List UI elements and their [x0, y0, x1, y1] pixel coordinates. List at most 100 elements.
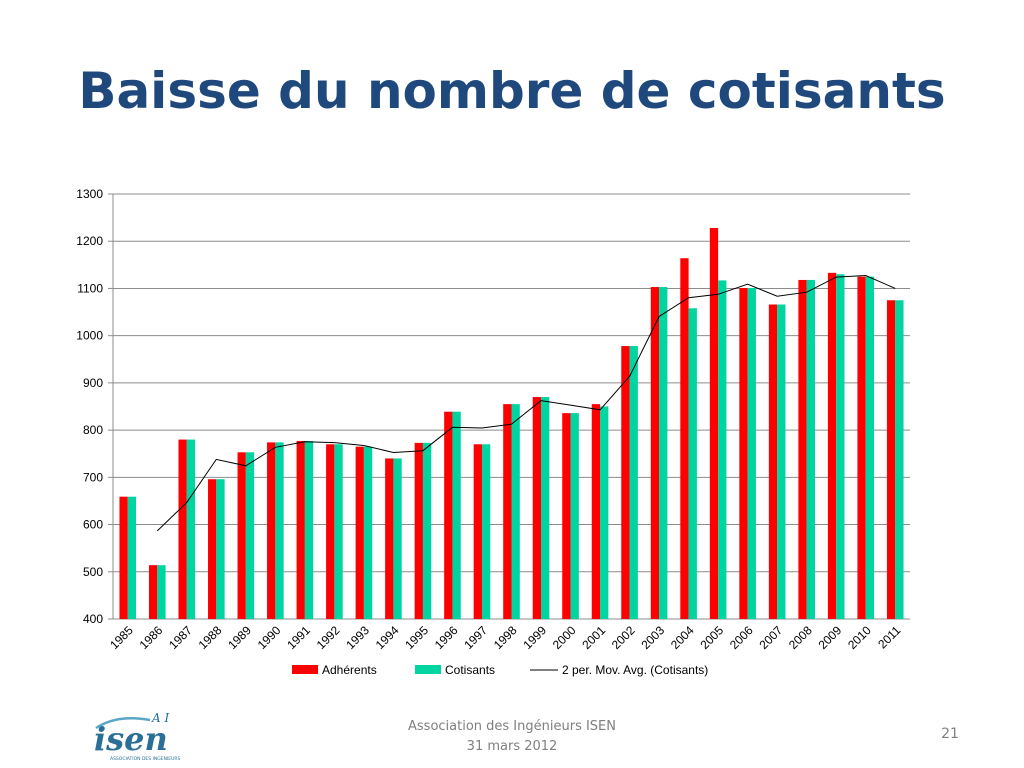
bar-adherents [709, 228, 719, 619]
x-tick-label: 2005 [697, 623, 726, 652]
bar-cotisants [127, 496, 137, 619]
legend: Adhérents Cotisants 2 per. Mov. Avg. (Coti… [292, 663, 708, 677]
bar-adherents [532, 397, 542, 619]
bar-adherents [768, 304, 778, 619]
bar-adherents [326, 444, 335, 619]
footer-date: 31 mars 2012 [466, 739, 558, 754]
bar-adherents [591, 404, 601, 619]
bar-cotisants [393, 458, 402, 619]
bar-adherents [178, 439, 187, 619]
bar-cotisants [659, 287, 668, 619]
logo-swoosh [95, 717, 151, 730]
bars [119, 228, 904, 619]
x-tick-label: 2011 [875, 623, 903, 651]
x-tick-label: 1992 [314, 623, 343, 652]
y-tick-label: 700 [83, 470, 103, 484]
x-tick-label: 2007 [757, 623, 786, 652]
bar-adherents [739, 287, 748, 619]
bar-adherents [827, 272, 837, 619]
slide-number: 21 [941, 726, 959, 742]
bar-adherents [296, 440, 305, 619]
bar-cotisants [688, 308, 697, 619]
bar-cotisants [718, 280, 727, 619]
logo-name: isen [94, 720, 168, 758]
x-tick-label: 1993 [343, 623, 372, 652]
y-tick-label: 800 [83, 423, 103, 437]
y-tick-label: 1100 [77, 281, 103, 295]
x-tick-label: 2004 [668, 623, 697, 652]
bar-cotisants [363, 446, 373, 619]
logo-tag: A I [151, 711, 169, 725]
bar-adherents [208, 479, 217, 619]
bar-cotisants [186, 439, 196, 619]
bar-cotisants [777, 304, 786, 619]
x-tick-label: 1996 [432, 623, 461, 652]
bar-adherents [237, 452, 246, 619]
y-axis-ticks: 400 500 600 700 800 900 1000 1100 1200 1300 [76, 187, 103, 626]
trendline-layer [156, 274, 896, 532]
bar-cotisants [304, 440, 314, 619]
bar-cotisants [481, 444, 491, 619]
bar-adherents [444, 411, 453, 619]
bar-cotisants [629, 346, 638, 619]
legend-label-cotisants: Cotisants [445, 663, 495, 677]
x-tick-label: 1987 [166, 623, 195, 652]
bar-adherents [621, 346, 630, 619]
bar-adherents [886, 300, 896, 619]
x-tick-label: 2002 [609, 623, 638, 652]
bar-cotisants [747, 287, 756, 619]
x-tick-label: 2010 [845, 623, 874, 652]
y-tick-label: 1300 [76, 187, 103, 201]
x-axis-ticks: 1985 1986 1987 1988 1989 1990 1991 1992 1993 1994… [107, 623, 903, 652]
legend-label-trendline: 2 per. Mov. Avg. (Cotisants) [562, 663, 708, 677]
bar-adherents [503, 404, 512, 619]
x-tick-label: 2000 [550, 623, 579, 652]
bar-adherents [650, 287, 660, 619]
bar-cotisants [275, 442, 284, 619]
bar-adherents [119, 496, 128, 619]
legend-label-adherents: Adhérents [322, 663, 377, 677]
bar-cotisants [541, 397, 550, 619]
x-tick-label: 2006 [727, 623, 756, 652]
x-tick-label: 2003 [638, 623, 667, 652]
bar-cotisants [570, 413, 579, 619]
y-tick-label: 600 [83, 518, 103, 532]
x-tick-label: 1998 [491, 623, 520, 652]
bar-cotisants [511, 404, 520, 619]
trendline [156, 274, 896, 532]
legend-swatch-cotisants [415, 665, 441, 674]
bar-adherents [857, 276, 866, 619]
bar-cotisants [157, 565, 166, 619]
x-tick-label: 1999 [520, 623, 549, 652]
bar-adherents [355, 446, 364, 619]
bar-cotisants [865, 276, 875, 619]
logo-subtitle: ASSOCIATION DES INGENIEURS [110, 756, 181, 762]
bar-cotisants [452, 411, 461, 619]
x-tick-label: 1989 [225, 623, 254, 652]
isen-logo: A I isen ASSOCIATION DES INGENIEURS [94, 711, 181, 762]
bar-adherents [414, 442, 423, 619]
bar-cotisants [806, 279, 815, 619]
y-tick-label: 1000 [76, 329, 103, 343]
bar-cotisants [216, 479, 225, 619]
footer-organization: Association des Ingénieurs ISEN 31 mars … [362, 717, 662, 757]
bar-cotisants [334, 444, 343, 619]
y-tick-label: 500 [83, 565, 103, 579]
y-tick-label: 1200 [76, 234, 103, 248]
x-tick-label: 1997 [461, 623, 490, 652]
y-tick-label: 900 [83, 376, 103, 390]
bar-cotisants [600, 406, 609, 619]
bar-adherents [680, 258, 689, 619]
bar-adherents [798, 279, 807, 619]
footer-line-1: Association des Ingénieurs ISEN [408, 719, 616, 734]
x-tick-label: 1991 [284, 623, 313, 652]
slide-title: Baisse du nombre de cotisants [78, 62, 946, 120]
x-tick-label: 1994 [373, 623, 402, 652]
bar-cotisants [245, 452, 255, 619]
bar-adherents [473, 444, 482, 619]
x-tick-label: 1985 [107, 623, 136, 652]
bar-adherents [385, 458, 394, 619]
legend-swatch-adherents [292, 665, 318, 674]
bar-adherents [267, 442, 276, 619]
